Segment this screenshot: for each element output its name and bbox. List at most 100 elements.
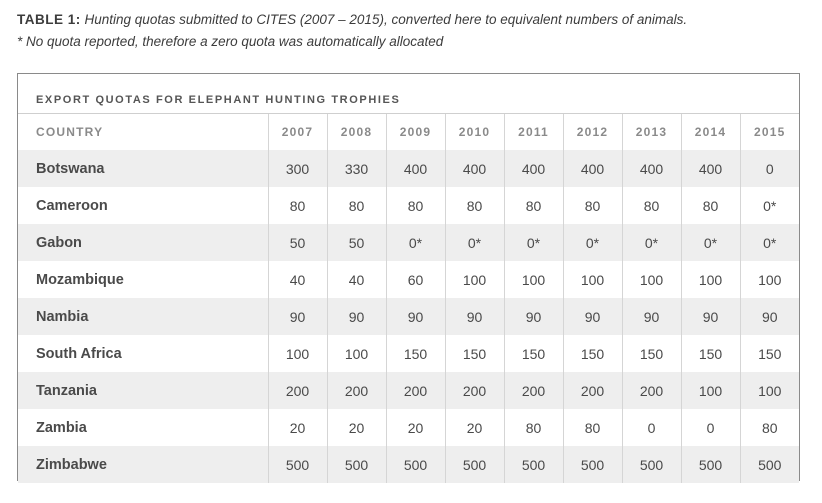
quota-cell: 500 (267, 446, 327, 483)
quota-cell: 500 (444, 446, 504, 483)
quota-cell: 500 (326, 446, 386, 483)
country-cell: Botswana (18, 150, 268, 187)
quota-cell: 0* (562, 224, 622, 261)
table-row: South Africa 100 100 150 150 150 150 150 150 150 (18, 335, 799, 372)
header-year: 2013 (621, 113, 681, 150)
quota-cell: 80 (621, 187, 681, 224)
quota-cell: 200 (385, 372, 445, 409)
table-row: Nambia 90 90 90 90 90 90 90 90 90 (18, 298, 799, 335)
quota-cell: 40 (267, 261, 327, 298)
quota-cell: 20 (267, 409, 327, 446)
quota-cell: 0 (680, 409, 740, 446)
quota-cell: 100 (680, 261, 740, 298)
country-cell: Nambia (18, 298, 268, 335)
caption-note: * No quota reported, therefore a zero qu… (17, 34, 444, 49)
quota-cell: 80 (503, 187, 563, 224)
table-row: Mozambique 40 40 60 100 100 100 100 100 100 (18, 261, 799, 298)
table-row: Cameroon 80 80 80 80 80 80 80 80 0* (18, 187, 799, 224)
quota-cell: 0* (739, 224, 799, 261)
header-row: COUNTRY 2007 2008 2009 2010 2011 2012 2013 2014… (18, 113, 799, 150)
quota-cell: 500 (562, 446, 622, 483)
quota-cell: 0* (503, 224, 563, 261)
quota-cell: 500 (385, 446, 445, 483)
quota-cell: 90 (680, 298, 740, 335)
quota-cell: 80 (562, 409, 622, 446)
country-cell: South Africa (18, 335, 268, 372)
table-title: EXPORT QUOTAS FOR ELEPHANT HUNTING TROPH… (36, 94, 401, 106)
quota-cell: 150 (680, 335, 740, 372)
quota-cell: 40 (326, 261, 386, 298)
quota-cell: 90 (503, 298, 563, 335)
quota-table: COUNTRY 2007 2008 2009 2010 2011 2012 2013 2014… (18, 113, 799, 483)
quota-cell: 200 (503, 372, 563, 409)
quota-cell: 100 (267, 335, 327, 372)
header-year: 2009 (385, 113, 445, 150)
quota-cell: 20 (385, 409, 445, 446)
quota-cell: 100 (621, 261, 681, 298)
country-cell: Mozambique (18, 261, 268, 298)
quota-cell: 400 (444, 150, 504, 187)
table-row: Gabon 50 50 0* 0* 0* 0* 0* 0* 0* (18, 224, 799, 261)
quota-cell: 90 (562, 298, 622, 335)
quota-cell: 100 (326, 335, 386, 372)
quota-cell: 80 (267, 187, 327, 224)
header-year: 2011 (503, 113, 563, 150)
table-row: Tanzania 200 200 200 200 200 200 200 100 100 (18, 372, 799, 409)
country-cell: Gabon (18, 224, 268, 261)
quota-cell: 150 (503, 335, 563, 372)
quota-cell: 100 (680, 372, 740, 409)
quota-cell: 90 (444, 298, 504, 335)
quota-cell: 0* (739, 187, 799, 224)
quota-cell: 200 (621, 372, 681, 409)
quota-cell: 80 (326, 187, 386, 224)
quota-cell: 80 (562, 187, 622, 224)
quota-cell: 0 (739, 150, 799, 187)
quota-cell: 90 (326, 298, 386, 335)
header-year: 2015 (739, 113, 799, 150)
country-cell: Zimbabwe (18, 446, 268, 483)
quota-cell: 80 (680, 187, 740, 224)
table-row: Zambia 20 20 20 20 80 80 0 0 80 (18, 409, 799, 446)
header-year: 2008 (326, 113, 386, 150)
quota-cell: 0* (621, 224, 681, 261)
quota-table-frame: EXPORT QUOTAS FOR ELEPHANT HUNTING TROPH… (17, 73, 800, 483)
country-cell: Zambia (18, 409, 268, 446)
quota-cell: 80 (444, 187, 504, 224)
quota-cell: 90 (385, 298, 445, 335)
table-row: Zimbabwe 500 500 500 500 500 500 500 500 500 (18, 446, 799, 483)
header-year: 2010 (444, 113, 504, 150)
quota-cell: 80 (385, 187, 445, 224)
quota-cell: 0 (621, 409, 681, 446)
quota-cell: 200 (444, 372, 504, 409)
quota-cell: 400 (503, 150, 563, 187)
quota-cell: 500 (680, 446, 740, 483)
country-cell: Tanzania (18, 372, 268, 409)
header-year: 2012 (562, 113, 622, 150)
quota-cell: 150 (444, 335, 504, 372)
caption-text: Hunting quotas submitted to CITES (2007 … (84, 12, 688, 27)
quota-cell: 330 (326, 150, 386, 187)
quota-cell: 400 (562, 150, 622, 187)
quota-cell: 500 (739, 446, 799, 483)
quota-cell: 0* (385, 224, 445, 261)
quota-cell: 90 (739, 298, 799, 335)
quota-cell: 60 (385, 261, 445, 298)
quota-cell: 50 (267, 224, 327, 261)
quota-cell: 200 (326, 372, 386, 409)
quota-cell: 400 (680, 150, 740, 187)
table-row: Botswana 300 330 400 400 400 400 400 400 0 (18, 150, 799, 187)
quota-cell: 150 (385, 335, 445, 372)
country-cell: Cameroon (18, 187, 268, 224)
quota-cell: 500 (503, 446, 563, 483)
quota-cell: 100 (739, 261, 799, 298)
quota-cell: 20 (326, 409, 386, 446)
table-body: Botswana 300 330 400 400 400 400 400 400 0 Cameroo… (18, 150, 799, 483)
quota-cell: 300 (267, 150, 327, 187)
quota-cell: 90 (621, 298, 681, 335)
quota-cell: 150 (621, 335, 681, 372)
quota-cell: 20 (444, 409, 504, 446)
quota-cell: 400 (621, 150, 681, 187)
quota-cell: 500 (621, 446, 681, 483)
quota-cell: 0* (444, 224, 504, 261)
quota-cell: 100 (739, 372, 799, 409)
